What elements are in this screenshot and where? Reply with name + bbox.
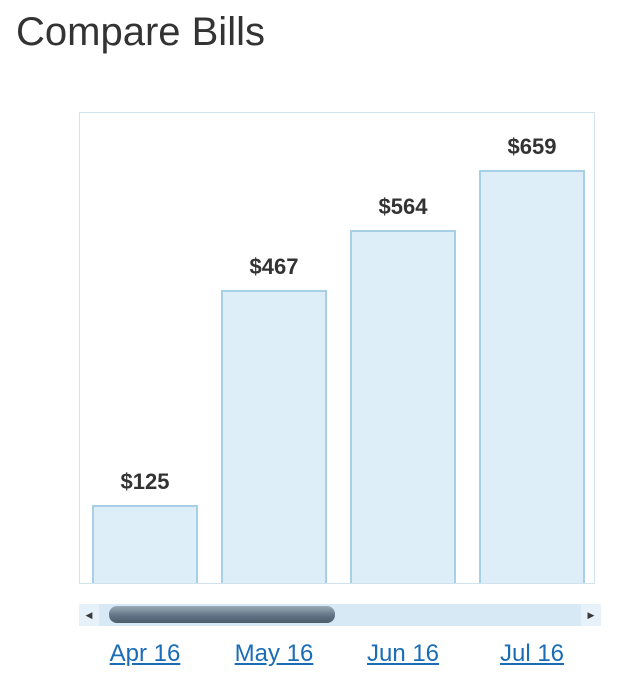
x-tick-link[interactable]: Jun 16 bbox=[366, 640, 440, 667]
bar-jun-16[interactable] bbox=[350, 230, 456, 583]
triangle-left-icon: ◀ bbox=[85, 609, 93, 620]
bar-value-label: $564 bbox=[378, 194, 428, 219]
bar-apr-16[interactable] bbox=[92, 505, 198, 583]
x-tick-link[interactable]: Jul 16 bbox=[499, 640, 565, 667]
bar-value-label: $659 bbox=[507, 134, 557, 159]
bar-jul-16[interactable] bbox=[479, 170, 585, 583]
triangle-right-icon: ▶ bbox=[587, 609, 595, 620]
scroll-thumb[interactable] bbox=[109, 606, 335, 623]
x-tick-link[interactable]: May 16 bbox=[234, 640, 314, 667]
chart-scrollbar[interactable]: ◀ ▶ bbox=[79, 604, 601, 626]
chart-plot-area: $125 $467 $564 $659 bbox=[80, 113, 594, 583]
page-title: Compare Bills bbox=[16, 10, 265, 54]
scroll-track[interactable] bbox=[99, 604, 581, 626]
bar-value-label: $125 bbox=[120, 469, 170, 494]
bill-chart: $125 $467 $564 $659 bbox=[79, 112, 595, 584]
x-tick-link[interactable]: Apr 16 bbox=[109, 640, 181, 667]
bar-value-label: $467 bbox=[249, 254, 299, 279]
bar-may-16[interactable] bbox=[221, 290, 327, 583]
scroll-left-button[interactable]: ◀ bbox=[79, 604, 99, 626]
x-axis-labels: Apr 16 May 16 Jun 16 Jul 16 bbox=[79, 640, 601, 680]
scroll-right-button[interactable]: ▶ bbox=[581, 604, 601, 626]
